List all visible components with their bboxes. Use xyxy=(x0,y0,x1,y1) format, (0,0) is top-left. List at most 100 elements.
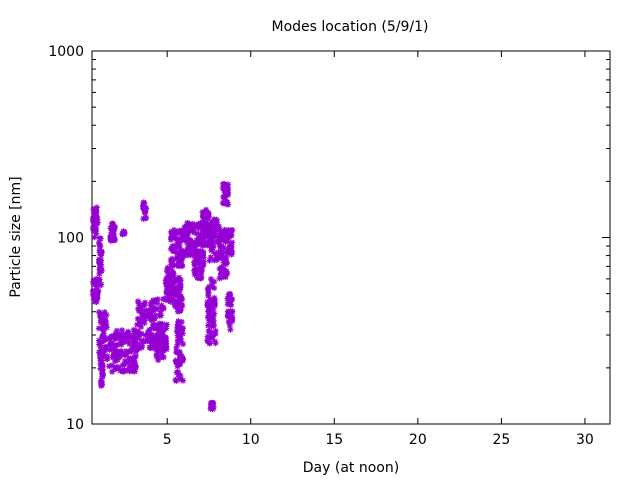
data-point xyxy=(210,323,217,330)
data-point xyxy=(172,300,179,307)
data-point xyxy=(109,368,116,375)
data-point xyxy=(138,337,145,344)
data-point xyxy=(178,326,185,333)
data-point xyxy=(122,351,129,358)
data-point xyxy=(171,283,178,290)
data-point xyxy=(104,356,111,363)
data-point xyxy=(159,304,166,311)
data-point xyxy=(162,337,169,344)
y-axis: 10 100 1000 xyxy=(48,44,610,433)
data-point xyxy=(137,306,144,313)
data-point xyxy=(200,254,207,261)
data-point xyxy=(93,206,100,213)
data-point xyxy=(211,278,218,285)
data-point xyxy=(96,243,103,250)
data-point xyxy=(169,262,176,269)
data-point xyxy=(197,268,204,275)
data-point xyxy=(168,295,175,302)
data-point xyxy=(141,319,148,326)
data-point xyxy=(170,257,177,264)
data-point xyxy=(227,309,234,316)
data-point xyxy=(199,209,206,216)
data-point xyxy=(170,245,177,252)
data-point xyxy=(107,341,114,348)
x-axis-label: Day (at noon) xyxy=(303,460,399,476)
data-point xyxy=(186,221,193,228)
data-point xyxy=(208,235,215,242)
data-point xyxy=(131,359,138,366)
data-point xyxy=(152,337,159,344)
data-points xyxy=(89,180,236,413)
data-point xyxy=(164,266,171,273)
data-point xyxy=(101,322,108,329)
data-point xyxy=(94,288,101,295)
data-point xyxy=(114,351,121,358)
data-point xyxy=(201,223,208,230)
data-point xyxy=(188,240,195,247)
data-point xyxy=(155,348,162,355)
data-point xyxy=(145,336,152,343)
data-point xyxy=(153,305,160,312)
data-point xyxy=(179,357,186,364)
data-point xyxy=(176,308,183,315)
data-point xyxy=(109,220,116,227)
data-point xyxy=(96,309,103,316)
data-point xyxy=(190,229,197,236)
x-tick-label: 25 xyxy=(492,432,510,448)
y-axis-label: Particle size [nm] xyxy=(8,176,24,297)
data-point xyxy=(137,323,144,330)
data-point xyxy=(207,401,214,408)
data-point xyxy=(208,330,215,337)
data-point xyxy=(175,334,182,341)
data-point xyxy=(99,371,106,378)
data-point xyxy=(177,260,184,267)
data-point xyxy=(149,331,156,338)
data-point xyxy=(174,341,181,348)
x-tick-label: 30 xyxy=(576,432,594,448)
x-tick-label: 15 xyxy=(325,432,343,448)
data-point xyxy=(179,377,186,384)
data-point xyxy=(175,321,182,328)
data-point xyxy=(177,293,184,300)
data-point xyxy=(173,377,180,384)
data-point xyxy=(138,330,145,337)
data-point xyxy=(186,248,193,255)
data-point xyxy=(152,322,159,329)
data-point xyxy=(184,230,191,237)
x-axis: 5 10 15 20 25 30 xyxy=(163,51,594,448)
data-point xyxy=(100,332,107,339)
data-point xyxy=(163,278,170,285)
data-point xyxy=(191,259,198,266)
data-point xyxy=(111,235,118,242)
data-point xyxy=(160,354,167,361)
data-point xyxy=(91,294,98,301)
data-point xyxy=(107,234,114,241)
data-point xyxy=(217,271,224,278)
data-point xyxy=(93,213,100,220)
data-point xyxy=(96,349,103,356)
data-point xyxy=(146,326,153,333)
data-point xyxy=(216,265,223,272)
data-point xyxy=(127,355,134,362)
data-point xyxy=(178,301,185,308)
data-point xyxy=(135,328,142,335)
data-point xyxy=(216,252,223,259)
data-point xyxy=(129,364,136,371)
data-point xyxy=(98,281,105,288)
data-point xyxy=(177,282,184,289)
data-point xyxy=(98,252,105,259)
data-point xyxy=(174,349,181,356)
data-point xyxy=(101,312,108,319)
data-point xyxy=(98,344,105,351)
data-point xyxy=(153,297,160,304)
data-point xyxy=(141,200,148,207)
data-point xyxy=(164,289,171,296)
data-point xyxy=(99,381,106,388)
data-point xyxy=(130,337,137,344)
data-point xyxy=(97,235,104,242)
data-point xyxy=(205,308,212,315)
data-point xyxy=(194,249,201,256)
data-point xyxy=(226,242,233,249)
data-point xyxy=(134,344,141,351)
